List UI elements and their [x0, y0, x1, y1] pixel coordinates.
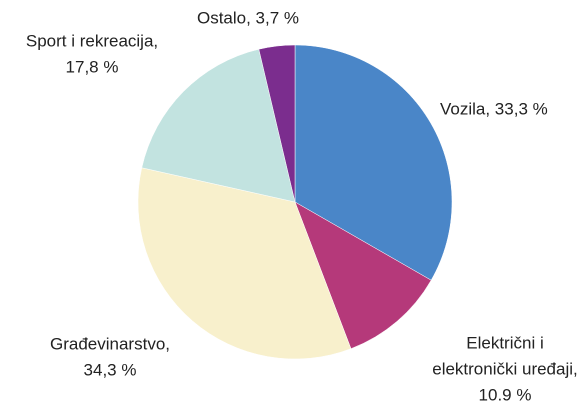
slice-label: Ostalo, 3,7 %: [197, 8, 299, 27]
slice-label: 17,8 %: [66, 57, 119, 76]
pie-slice: [294, 44, 453, 281]
pie-slice: [137, 167, 352, 360]
slice-label: 10.9 %: [479, 385, 532, 404]
pie-slice: [258, 44, 296, 203]
slice-label: Građevinarstvo,: [50, 334, 170, 353]
slice-label: Sport i rekreacija,: [26, 31, 158, 50]
slice-label: Vozila, 33,3 %: [440, 99, 548, 118]
slice-label: 34,3 %: [84, 360, 137, 379]
slice-label: Električni i: [466, 333, 543, 352]
pie-slice: [141, 48, 296, 203]
pie-slice: [294, 201, 432, 350]
slice-label: elektronički uređaji,: [432, 359, 578, 378]
